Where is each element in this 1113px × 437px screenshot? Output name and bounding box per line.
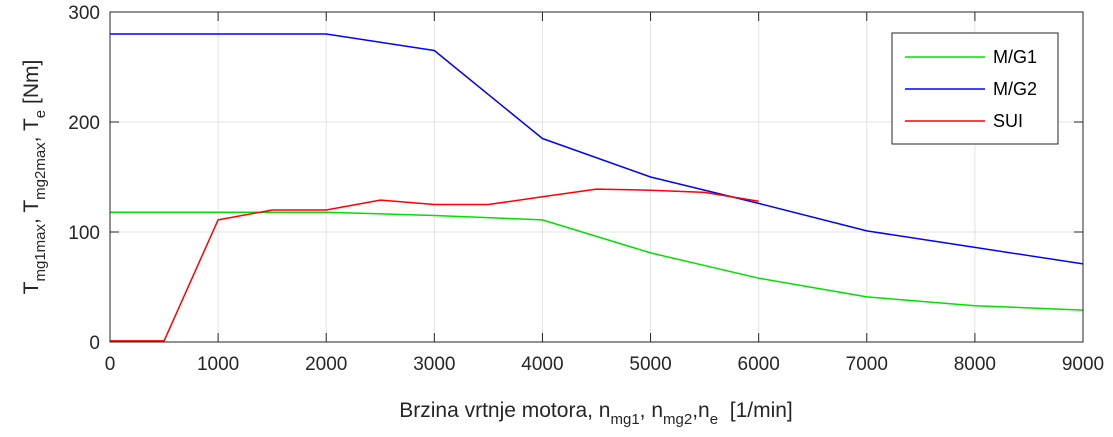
- x-axis-label: Brzina vrtnje motora, nmg1, nmg2,ne [1/m…: [399, 399, 793, 428]
- x-tick-label: 1000: [197, 354, 239, 375]
- y-axis-label-t1: T: [20, 281, 43, 294]
- x-axis-label-sep1: , n: [640, 399, 663, 422]
- x-axis-label-main: Brzina vrtnje motora, n: [399, 399, 610, 422]
- x-tick-labels: 0 1000 2000 3000 4000 5000 6000 7000 8000 9000: [105, 354, 1104, 375]
- x-tick-label: 5000: [629, 354, 671, 375]
- x-tick-label: 7000: [846, 354, 888, 375]
- x-axis-label-unit: [1/min]: [718, 399, 793, 422]
- y-axis-label: Tmg1max, Tmg2max, Te [Nm]: [20, 60, 49, 295]
- legend-label-m-g2: M/G2: [993, 79, 1037, 99]
- series-lines: [110, 33, 1084, 342]
- y-tick-label: 200: [68, 113, 100, 134]
- legend-label-m-g1: M/G1: [993, 47, 1037, 67]
- y-axis-label-unit: [Nm]: [20, 60, 43, 110]
- y-tick-labels: 0 100 200 300: [68, 3, 100, 354]
- y-axis-label-sub3: e: [32, 110, 49, 118]
- y-axis-label-sub1: mg1max: [32, 223, 49, 281]
- y-tick-label: 100: [68, 223, 100, 244]
- x-tick-label: 0: [105, 354, 116, 375]
- x-tick-label: 9000: [1062, 354, 1104, 375]
- y-axis-label-sep1: , T: [20, 200, 43, 224]
- x-axis-label-sub3: e: [710, 411, 718, 428]
- series-line-sui: [110, 188, 759, 342]
- series-line-m-g1: [110, 211, 1084, 311]
- x-tick-label: 4000: [521, 354, 563, 375]
- plot-frame: [109, 11, 1084, 343]
- legend-label-sui: SUI: [993, 111, 1023, 131]
- x-tick-label: 3000: [413, 354, 455, 375]
- y-axis-label-sep2: , T: [20, 118, 43, 142]
- series-line-m-g2: [110, 33, 1084, 265]
- x-axis-label-sub1: mg1: [610, 411, 639, 428]
- legend-items: M/G1 M/G2 SUI: [905, 47, 1037, 131]
- y-axis-label-sub2: mg2max: [32, 142, 49, 200]
- y-tick-label: 0: [89, 333, 100, 354]
- x-axis-label-sep2: ,n: [692, 399, 710, 422]
- x-tick-label: 8000: [954, 354, 996, 375]
- y-tick-label: 300: [68, 3, 100, 24]
- x-tick-label: 6000: [738, 354, 780, 375]
- x-axis-label-sub2: mg2: [663, 411, 692, 428]
- legend: M/G1 M/G2 SUI: [891, 32, 1059, 145]
- x-tick-label: 2000: [305, 354, 347, 375]
- axis-ticks: [109, 11, 1084, 343]
